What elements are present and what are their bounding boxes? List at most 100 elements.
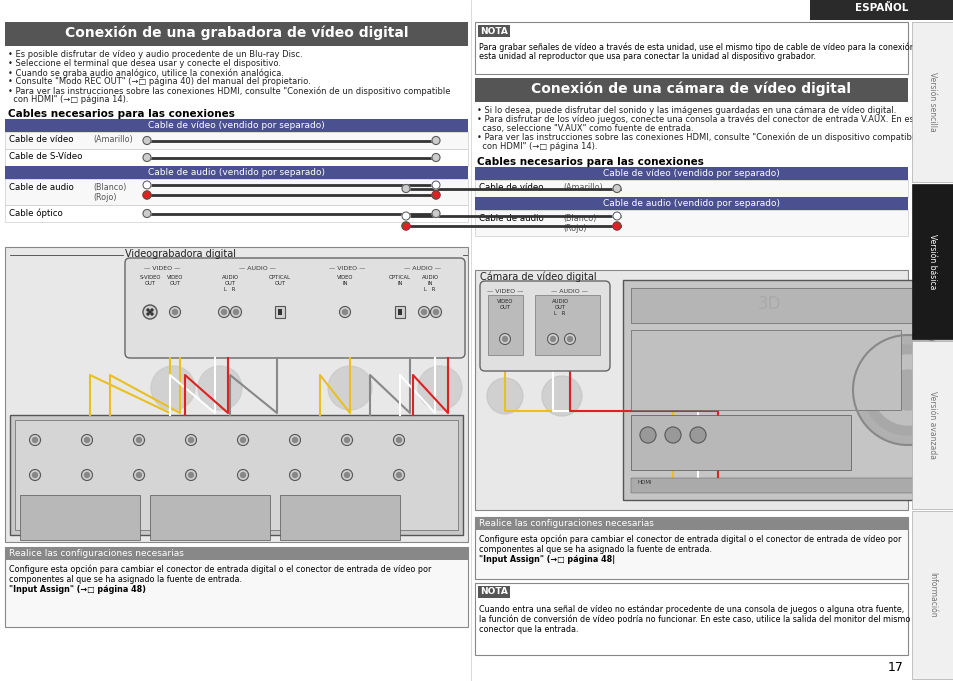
Text: — AUDIO —: — AUDIO —: [239, 266, 275, 271]
Text: (Rojo): (Rojo): [92, 193, 116, 202]
Circle shape: [344, 437, 349, 443]
Text: • Para disfrutar de los vídeo juegos, conecte una consola a través del conector : • Para disfrutar de los vídeo juegos, co…: [476, 115, 922, 125]
Circle shape: [81, 469, 92, 481]
Circle shape: [85, 473, 90, 477]
Circle shape: [185, 434, 196, 445]
Circle shape: [639, 427, 656, 443]
Circle shape: [143, 191, 151, 199]
Text: — AUDIO —: — AUDIO —: [551, 289, 588, 294]
Circle shape: [432, 210, 439, 217]
Circle shape: [240, 473, 245, 477]
Circle shape: [147, 313, 149, 315]
Bar: [5, 132, 468, 149]
Circle shape: [421, 309, 426, 315]
Text: • Para ver las instrucciones sobre las conexiones HDMI, consulte "Conexión de un: • Para ver las instrucciones sobre las c…: [8, 86, 450, 95]
Text: NOTA: NOTA: [479, 27, 507, 35]
Bar: [20, 495, 140, 540]
Text: Configure esta opción para cambiar el conector de entrada digital o el conector : Configure esta opción para cambiar el co…: [9, 565, 431, 575]
Circle shape: [328, 366, 372, 410]
Circle shape: [143, 305, 157, 319]
Text: S-VIDEO
OUT: S-VIDEO OUT: [139, 275, 160, 286]
Text: — VIDEO —: — VIDEO —: [486, 289, 522, 294]
Bar: [809, 0, 953, 20]
Circle shape: [189, 473, 193, 477]
Circle shape: [550, 336, 555, 341]
Circle shape: [172, 309, 177, 315]
Circle shape: [432, 136, 439, 144]
Text: (Blanco): (Blanco): [92, 183, 126, 192]
Circle shape: [613, 212, 620, 220]
Circle shape: [151, 313, 152, 315]
Circle shape: [547, 334, 558, 345]
Bar: [475, 583, 907, 655]
Bar: [475, 517, 907, 579]
Bar: [20, 550, 390, 575]
Circle shape: [872, 355, 942, 425]
Bar: [475, 78, 907, 102]
Bar: [5, 149, 468, 166]
Circle shape: [30, 434, 40, 445]
Bar: [475, 197, 907, 210]
Text: Conexión de una cámara de vídeo digital: Conexión de una cámara de vídeo digital: [531, 81, 851, 95]
Bar: [475, 22, 907, 74]
Bar: [477, 586, 510, 598]
Circle shape: [143, 210, 151, 217]
Text: AUDIO
OUT
L   R: AUDIO OUT L R: [551, 299, 568, 315]
Text: Versión avanzada: Versión avanzada: [927, 391, 937, 459]
Circle shape: [401, 185, 410, 193]
Circle shape: [499, 334, 510, 345]
Text: 17: 17: [887, 661, 903, 674]
Circle shape: [233, 309, 238, 315]
Circle shape: [432, 191, 439, 199]
Bar: [630, 330, 900, 410]
Text: Versión básica: Versión básica: [927, 234, 937, 289]
Text: (Amarillo): (Amarillo): [92, 135, 132, 144]
Bar: [5, 547, 468, 627]
Text: VIDEO
OUT: VIDEO OUT: [497, 299, 513, 310]
Text: Cable de vídeo: Cable de vídeo: [478, 183, 543, 192]
Bar: [150, 495, 270, 540]
Bar: [630, 478, 953, 493]
Bar: [475, 517, 907, 530]
Circle shape: [567, 336, 572, 341]
Circle shape: [401, 222, 410, 230]
Bar: [15, 420, 457, 530]
Circle shape: [143, 153, 151, 161]
Circle shape: [151, 366, 194, 410]
Text: OPTICAL
IN: OPTICAL IN: [389, 275, 411, 286]
Circle shape: [342, 309, 347, 315]
Circle shape: [133, 434, 144, 445]
Circle shape: [341, 469, 352, 481]
Text: con HDMI" (→□ página 14).: con HDMI" (→□ página 14).: [8, 95, 129, 104]
Text: • Seleccione el terminal que desea usar y conecte el dispositivo.: • Seleccione el terminal que desea usar …: [8, 59, 281, 68]
Text: Cable óptico: Cable óptico: [9, 208, 63, 217]
Circle shape: [433, 309, 438, 315]
Circle shape: [393, 469, 404, 481]
Circle shape: [418, 306, 429, 317]
Text: OPTICAL
OUT: OPTICAL OUT: [269, 275, 291, 286]
Circle shape: [344, 473, 349, 477]
Circle shape: [32, 437, 37, 443]
Text: Realice las configuraciones necesarias: Realice las configuraciones necesarias: [9, 549, 184, 558]
Text: componentes al que se ha asignado la fuente de entrada.: componentes al que se ha asignado la fue…: [478, 545, 711, 554]
Circle shape: [32, 473, 37, 477]
Text: la función de conversión de vídeo podría no funcionar. En este caso, utilice la : la función de conversión de vídeo podría…: [478, 615, 909, 624]
Circle shape: [170, 306, 180, 317]
Text: HDMI: HDMI: [25, 553, 42, 558]
Bar: [280, 495, 399, 540]
Text: • Cuando se graba audio analógico, utilice la conexión analógica.: • Cuando se graba audio analógico, utili…: [8, 68, 284, 78]
FancyBboxPatch shape: [125, 258, 464, 358]
Circle shape: [341, 434, 352, 445]
Text: Versión sencilla: Versión sencilla: [927, 72, 937, 132]
Text: 3D: 3D: [758, 295, 781, 313]
Bar: [5, 22, 468, 46]
Circle shape: [143, 181, 151, 189]
Text: Cable de vídeo (vendido por separado): Cable de vídeo (vendido por separado): [602, 169, 779, 178]
Text: • Consulte "Modo REC OUT" (→□ página 40) del manual del propietario.: • Consulte "Modo REC OUT" (→□ página 40)…: [8, 77, 311, 86]
Circle shape: [85, 437, 90, 443]
Bar: [274, 306, 285, 318]
Text: • Es posible disfrutar de vídeo y audio procedente de un Blu-ray Disc.: • Es posible disfrutar de vídeo y audio …: [8, 50, 302, 59]
Bar: [397, 309, 401, 315]
Text: componentes al que se ha asignado la fuente de entrada.: componentes al que se ha asignado la fue…: [9, 575, 242, 584]
Bar: [630, 415, 850, 470]
